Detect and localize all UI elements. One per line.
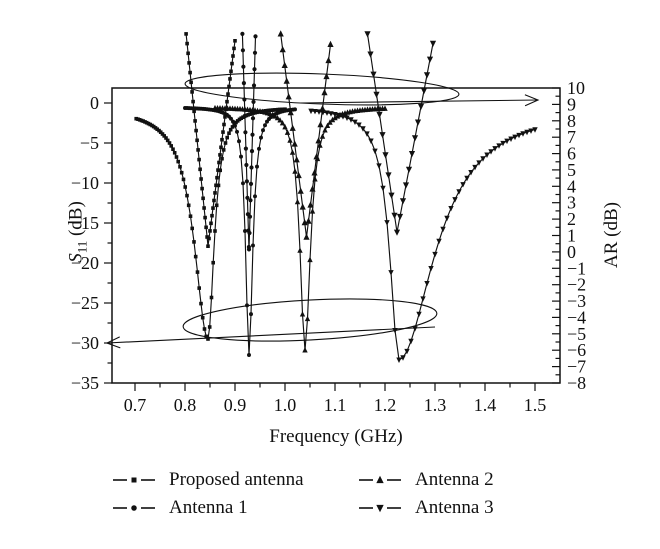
series-1-s11-curve	[183, 106, 297, 357]
svg-text:−1: −1	[567, 258, 586, 278]
svg-text:−3: −3	[567, 291, 586, 311]
svg-text:10: 10	[567, 78, 585, 98]
svg-text:−10: −10	[71, 173, 99, 193]
svg-text:8: 8	[567, 111, 576, 131]
axis-ticks-and-labels: 0.7 0.8 0.9 1.0 1.1 1.2 1.3 1.4 1.50−5−10−15−20−…	[71, 78, 586, 415]
svg-text:7: 7	[567, 127, 576, 147]
svg-text:−5: −5	[567, 324, 586, 344]
svg-text:−2: −2	[567, 275, 586, 295]
s11-group-annotation	[105, 298, 438, 349]
svg-text:5: 5	[567, 160, 576, 180]
svg-text:−7: −7	[567, 357, 586, 377]
svg-text:0: 0	[567, 242, 576, 262]
svg-text:9: 9	[567, 94, 576, 114]
legend-marker-square	[112, 472, 156, 488]
legend-label: Antenna 3	[415, 497, 494, 518]
svg-text:−30: −30	[71, 333, 99, 353]
s11-subscript: 11	[74, 240, 90, 254]
series-0-ar-curve	[184, 32, 237, 248]
svg-text:−35: −35	[71, 373, 99, 393]
legend-marker-circle	[112, 500, 156, 516]
svg-text:−20: −20	[71, 253, 99, 273]
s11-symbol: S	[65, 253, 87, 263]
legend-marker-triangle-down	[358, 500, 402, 516]
svg-text:6: 6	[567, 144, 576, 164]
svg-text:1.5: 1.5	[524, 395, 547, 415]
legend-label: Proposed antenna	[169, 469, 304, 490]
left-axis-title: S11 (dB)	[66, 201, 91, 263]
series-2-s11-curve	[212, 104, 388, 353]
svg-text:0.9: 0.9	[224, 395, 247, 415]
svg-text:1: 1	[567, 226, 576, 246]
legend-item-proposed-antenna: Proposed antenna	[112, 469, 304, 490]
svg-text:4: 4	[567, 176, 576, 196]
series-3-s11-curve	[308, 108, 538, 363]
svg-text:1.0: 1.0	[274, 395, 297, 415]
svg-text:1.2: 1.2	[374, 395, 397, 415]
legend-item-antenna-3: Antenna 3	[358, 497, 494, 518]
svg-text:1.1: 1.1	[324, 395, 347, 415]
svg-text:1.4: 1.4	[474, 395, 497, 415]
series-2-ar-curve	[277, 30, 334, 240]
svg-text:−5: −5	[80, 133, 99, 153]
svg-text:0.7: 0.7	[124, 395, 147, 415]
svg-text:2: 2	[567, 209, 576, 229]
x-axis-title: Frequency (GHz)	[269, 426, 403, 447]
series-3-ar-curve	[364, 31, 437, 236]
svg-text:−15: −15	[71, 213, 99, 233]
legend-label: Antenna 2	[415, 469, 494, 490]
legend-label: Antenna 1	[169, 497, 248, 518]
svg-text:−4: −4	[567, 307, 586, 327]
svg-text:−8: −8	[567, 373, 586, 393]
svg-text:0.8: 0.8	[174, 395, 197, 415]
svg-text:1.3: 1.3	[424, 395, 447, 415]
svg-text:−6: −6	[567, 340, 586, 360]
ar-group-annotation	[184, 72, 540, 107]
svg-text:3: 3	[567, 193, 576, 213]
series-1-ar-curve	[240, 31, 258, 252]
right-axis-title: AR (dB)	[601, 202, 622, 268]
legend-item-antenna-2: Antenna 2	[358, 469, 494, 490]
svg-text:−25: −25	[71, 293, 99, 313]
legend-item-antenna-1: Antenna 1	[112, 497, 248, 518]
svg-text:0: 0	[90, 93, 99, 113]
legend-marker-triangle-up	[358, 472, 402, 488]
s11-unit: (dB)	[65, 201, 87, 241]
